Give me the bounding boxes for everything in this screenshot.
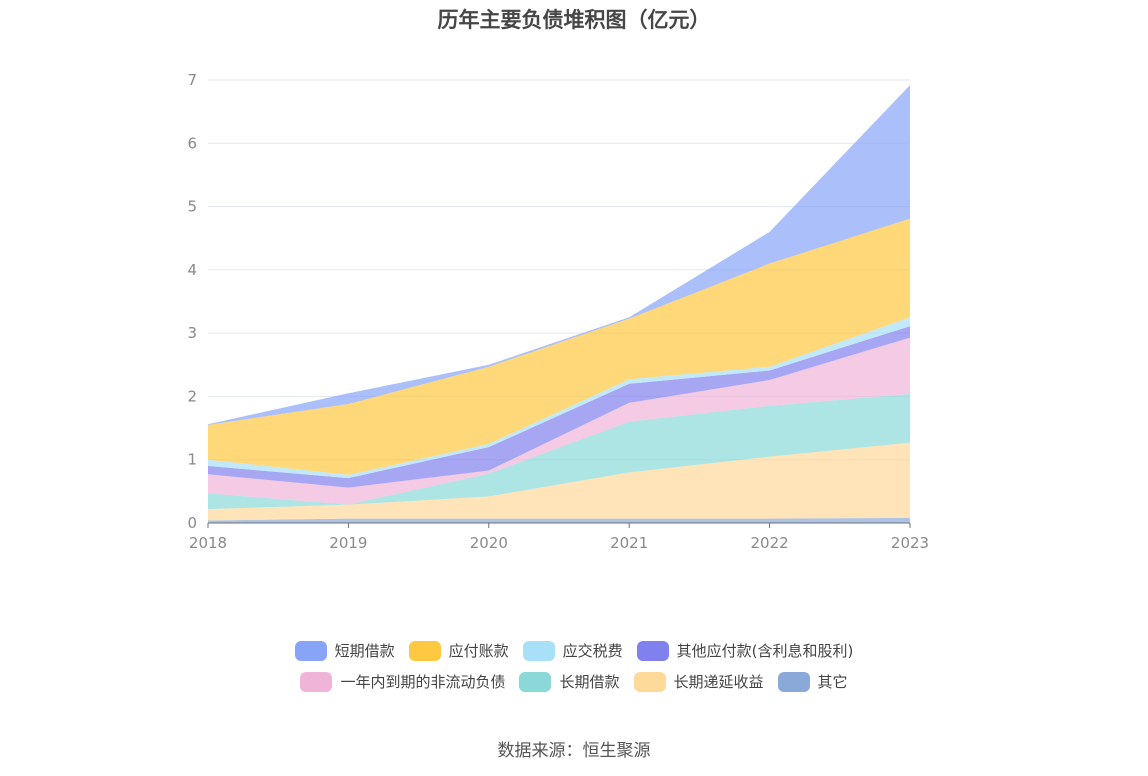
- chart-plot: 0 1 2 3 4 5 6 7 2018 2019 2020 2021 2022 2023: [187, 71, 929, 552]
- series-area-0: [208, 517, 910, 523]
- x-tick-label: 2020: [470, 534, 508, 552]
- legend-row: 短期借款 应付账款 应交税费 其他应付款(含利息和股利): [0, 640, 1148, 661]
- x-tick-label: 2018: [189, 534, 227, 552]
- y-tick-label: 4: [187, 261, 197, 279]
- legend-swatch: [633, 671, 666, 692]
- legend-item[interactable]: 应交税费: [522, 640, 623, 661]
- y-tick-label: 6: [187, 134, 197, 152]
- legend-swatch: [777, 671, 810, 692]
- series-area-2: [208, 393, 910, 510]
- axes: 0 1 2 3 4 5 6 7 2018 2019 2020 2021 2022 2023: [187, 71, 929, 552]
- y-tick-label: 5: [187, 198, 197, 216]
- legend-swatch: [300, 671, 333, 692]
- y-tick-label: 2: [187, 387, 197, 405]
- legend-label: 应付账款: [448, 642, 509, 660]
- series-area-1: [208, 442, 910, 521]
- legend-item[interactable]: 应付账款: [408, 640, 509, 661]
- legend-label: 长期递延收益: [673, 673, 764, 691]
- data-source: 数据来源：恒生聚源: [497, 741, 651, 761]
- y-tick-label: 7: [187, 71, 197, 89]
- y-tick-label: 3: [187, 324, 197, 342]
- legend-item[interactable]: 其他应付款(含利息和股利): [636, 640, 854, 661]
- series-area-7: [208, 85, 910, 425]
- y-tick-label: 0: [187, 514, 197, 532]
- legend-label: 应交税费: [562, 642, 623, 660]
- x-tick-label: 2022: [751, 534, 789, 552]
- legend-swatch: [519, 671, 552, 692]
- legend-label: 其它: [817, 673, 848, 691]
- legend-item[interactable]: 一年内到期的非流动负债: [300, 671, 505, 692]
- y-tick-label: 1: [187, 451, 197, 469]
- legend-row: 一年内到期的非流动负债 长期借款 长期递延收益 其它: [0, 671, 1148, 692]
- legend-swatch: [408, 640, 441, 661]
- x-tick-label: 2023: [891, 534, 929, 552]
- x-tick-label: 2021: [610, 534, 648, 552]
- legend-swatch: [522, 640, 555, 661]
- legend-item[interactable]: 短期借款: [294, 640, 395, 661]
- legend: 短期借款 应付账款 应交税费 其他应付款(含利息和股利) 一年内到期的非流动负债 长期借款…: [0, 640, 1148, 702]
- legend-item[interactable]: 其它: [777, 671, 848, 692]
- legend-swatch: [636, 640, 669, 661]
- legend-swatch: [294, 640, 327, 661]
- x-tick-label: 2019: [329, 534, 367, 552]
- legend-label: 一年内到期的非流动负债: [340, 673, 506, 691]
- series-areas: [208, 85, 910, 523]
- legend-item[interactable]: 长期借款: [519, 671, 620, 692]
- series-area-3: [208, 337, 910, 505]
- legend-label: 长期借款: [559, 673, 620, 691]
- series-area-6: [208, 218, 910, 475]
- legend-label: 其他应付款(含利息和股利): [676, 642, 854, 660]
- legend-item[interactable]: 长期递延收益: [633, 671, 764, 692]
- chart-title: 历年主要负债堆积图（亿元）: [437, 8, 711, 32]
- legend-label: 短期借款: [334, 642, 395, 660]
